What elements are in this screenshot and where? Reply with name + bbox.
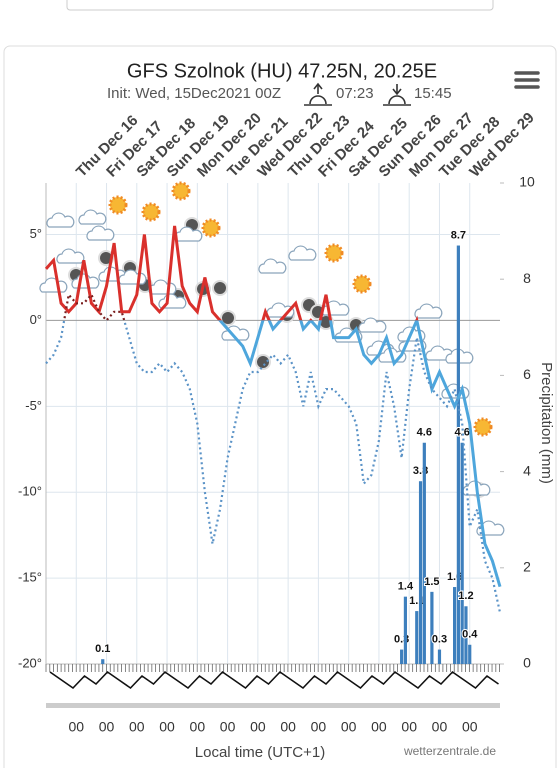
y2-tick-label: 8 — [523, 270, 531, 286]
time-label: 00 — [220, 719, 236, 735]
time-label: 00 — [280, 719, 296, 735]
menu-button[interactable] — [514, 71, 540, 89]
time-label: 00 — [129, 719, 145, 735]
y2-tick-label: 10 — [519, 174, 535, 190]
time-label: 00 — [432, 719, 448, 735]
y2-tick-label: 6 — [523, 366, 531, 382]
y-tick-label: 0° — [30, 312, 42, 327]
previous-card — [66, 0, 494, 11]
moon-icon — [255, 354, 271, 370]
precip-bar — [456, 245, 460, 664]
time-label: 00 — [341, 719, 357, 735]
sun-icon — [473, 417, 493, 437]
precip-bar — [422, 442, 426, 664]
precip-label: 4.6 — [455, 427, 470, 439]
precip-label: 0.1 — [95, 643, 110, 655]
y2-tick-label: 0 — [523, 655, 531, 671]
time-label: 00 — [250, 719, 266, 735]
cloud-icon — [39, 277, 68, 293]
wind-arrows — [49, 670, 499, 690]
sun-icon — [324, 243, 344, 263]
precip-bar — [437, 649, 442, 664]
wind-strip-base — [46, 703, 500, 708]
y2-tick-label: 2 — [523, 559, 531, 575]
precip-label: 8.7 — [451, 229, 466, 241]
cloud-icon — [358, 317, 387, 333]
sun-icon — [201, 218, 221, 238]
y2-tick-label: 4 — [523, 462, 531, 478]
y2-axis-label: Precipitation (mm) — [538, 362, 555, 484]
title: GFS Szolnok (HU) 47.25N, 20.25E — [127, 60, 437, 82]
precip-bar — [415, 611, 419, 664]
moon-icon — [212, 280, 228, 296]
cloud-icon — [46, 212, 75, 228]
sunrise-icon — [304, 82, 332, 106]
y-tick-label: -10° — [18, 484, 42, 499]
cloud-icon — [258, 258, 287, 274]
precip-bar — [453, 587, 457, 664]
sun-icon — [352, 274, 372, 294]
precip-bar — [464, 606, 468, 664]
init: Init: Wed, 15Dec2021 00Z — [107, 85, 281, 102]
sun-icon — [141, 202, 161, 222]
line-below-zero — [218, 320, 502, 588]
card — [3, 45, 557, 768]
y-tick-label: 5° — [30, 226, 42, 241]
x-axis-label: Local time (UTC+1) — [195, 744, 325, 761]
sunrise: 07:23 — [336, 85, 374, 102]
precip-bar — [403, 596, 408, 664]
y-tick-label: -15° — [18, 570, 42, 585]
precip-label: 1.2 — [458, 590, 473, 602]
precip-label: 0.3 — [432, 633, 447, 645]
sun-icon — [171, 181, 191, 201]
time-label: 00 — [371, 719, 387, 735]
precip-label: 1.5 — [424, 576, 439, 588]
precip-bar — [460, 442, 464, 664]
precip-label: 0.4 — [462, 629, 478, 641]
time-label: 00 — [190, 719, 206, 735]
time-label: 00 — [462, 719, 478, 735]
source: wetterzentrale.de — [403, 744, 496, 758]
cloud-icon — [78, 209, 107, 225]
y-tick-label: -20° — [18, 655, 42, 670]
sunset: 15:45 — [414, 85, 452, 102]
line-above-zero — [44, 225, 419, 321]
y-tick-label: -5° — [25, 398, 42, 413]
precip-label: 4.6 — [417, 427, 432, 439]
time-label: 00 — [311, 719, 327, 735]
cloud-icon — [56, 248, 85, 264]
precip-bar — [101, 659, 105, 664]
cloud-icon — [86, 225, 115, 241]
sunset-icon — [383, 84, 411, 106]
precip-label: 1.4 — [398, 581, 414, 593]
cloud-icon — [414, 303, 443, 319]
cloud-icon — [288, 245, 317, 261]
time-label: 00 — [68, 719, 84, 735]
precip-bar — [468, 644, 472, 664]
time-label: 00 — [401, 719, 417, 735]
sun-icon — [108, 195, 128, 215]
precip-bar — [418, 481, 423, 664]
time-label: 00 — [159, 719, 175, 735]
precip-bar — [430, 591, 434, 664]
moon-icon — [220, 310, 236, 326]
time-label: 00 — [99, 719, 115, 735]
precip-bar — [400, 649, 404, 664]
